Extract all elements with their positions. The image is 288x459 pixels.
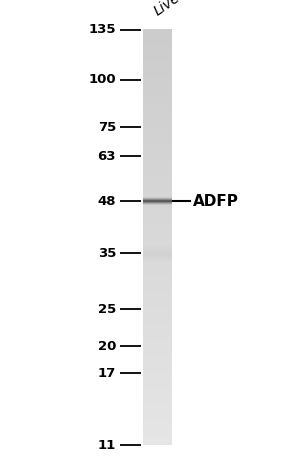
Text: 35: 35	[98, 247, 116, 260]
Text: 135: 135	[89, 23, 116, 36]
Text: 17: 17	[98, 367, 116, 380]
Text: Liver: Liver	[152, 0, 188, 18]
Text: 63: 63	[98, 150, 116, 162]
Text: 25: 25	[98, 303, 116, 316]
Text: 100: 100	[88, 73, 116, 86]
Text: 75: 75	[98, 121, 116, 134]
Text: 11: 11	[98, 439, 116, 452]
Text: 48: 48	[98, 195, 116, 207]
Text: ADFP: ADFP	[193, 194, 239, 209]
Text: 20: 20	[98, 340, 116, 353]
